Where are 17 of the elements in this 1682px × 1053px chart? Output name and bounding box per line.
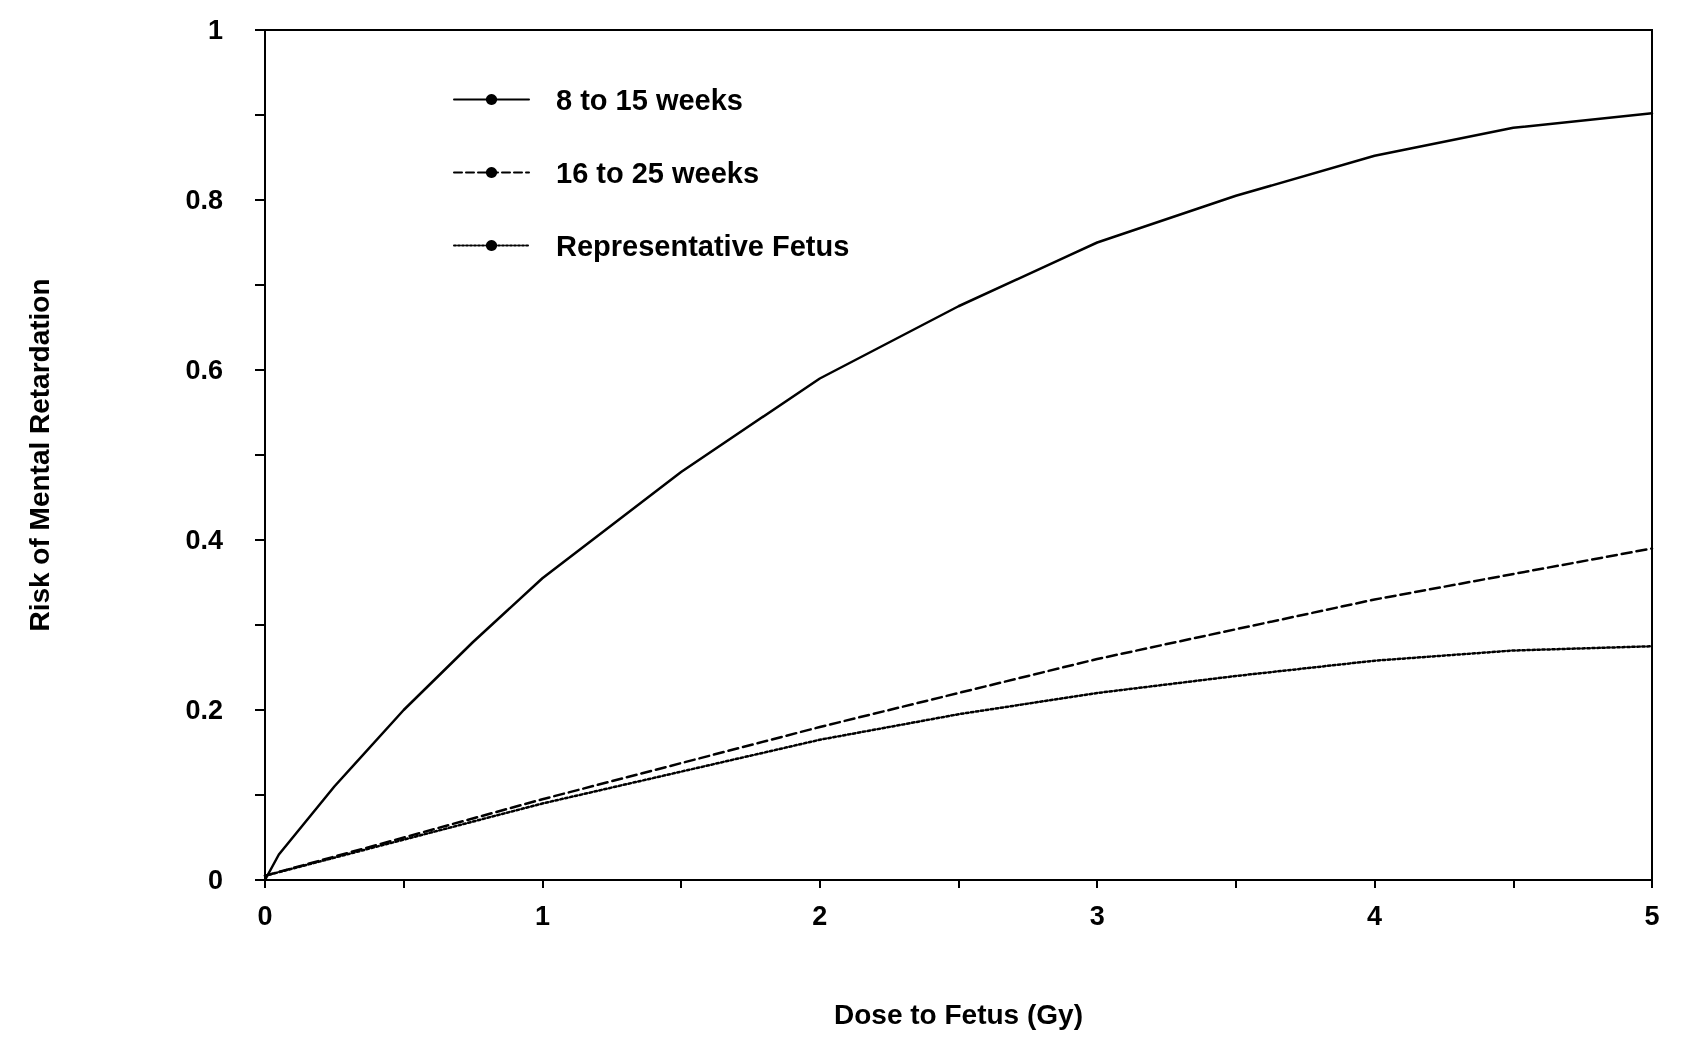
x-tick-label: 5 [1644,900,1660,931]
x-axis-title: Dose to Fetus (Gy) [834,998,1083,1030]
y-tick-label: 0 [207,865,223,895]
legend-label: 16 to 25 weeks [556,156,760,189]
legend-label: Representative Fetus [556,229,850,262]
y-tick-label: 0.4 [185,525,223,555]
y-tick-label: 0.6 [185,355,223,385]
y-axis-title: Risk of Mental Retardation [23,278,55,632]
x-tick-label: 4 [1367,900,1383,931]
x-tick-label: 0 [257,900,273,931]
x-tick-label: 3 [1089,900,1105,931]
y-tick-label: 0.8 [185,185,223,215]
x-tick-label: 2 [812,900,828,931]
x-tick-label: 1 [534,900,550,931]
legend-label: 8 to 15 weeks [556,83,743,116]
y-tick-label: 0.2 [185,695,223,725]
y-tick-label: 1 [207,15,223,45]
